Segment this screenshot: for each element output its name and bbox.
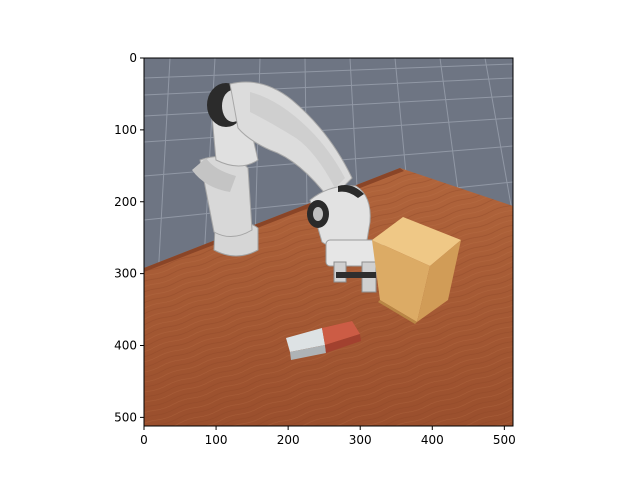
block-white-top (286, 328, 325, 352)
x-tick-label: 200 (277, 433, 300, 447)
robot-arm (192, 81, 385, 293)
block-red-side (325, 334, 361, 353)
block-red-top (322, 321, 360, 345)
x-tick-label: 500 (493, 433, 516, 447)
cube-front (372, 240, 430, 322)
rendered-scene (144, 58, 513, 426)
cube-top (372, 217, 461, 266)
x-tick-label: 0 (140, 433, 148, 447)
axes-frame (143, 57, 514, 427)
y-tick-label: 400 (114, 339, 137, 353)
y-tick-label: 300 (114, 267, 137, 281)
x-tick-label: 300 (349, 433, 372, 447)
x-axis: 0 100 200 300 400 500 (140, 426, 516, 447)
y-tick-label: 0 (129, 51, 137, 65)
x-tick-label: 400 (421, 433, 444, 447)
block-white-side (290, 345, 326, 360)
cube (372, 217, 461, 324)
y-tick-label: 100 (114, 123, 137, 137)
x-tick-label: 100 (205, 433, 228, 447)
y-tick-label: 200 (114, 195, 137, 209)
y-axis: 0 100 200 300 400 500 (114, 51, 144, 424)
cube-side (417, 240, 461, 322)
y-tick-label: 500 (114, 410, 137, 424)
block (286, 321, 361, 360)
